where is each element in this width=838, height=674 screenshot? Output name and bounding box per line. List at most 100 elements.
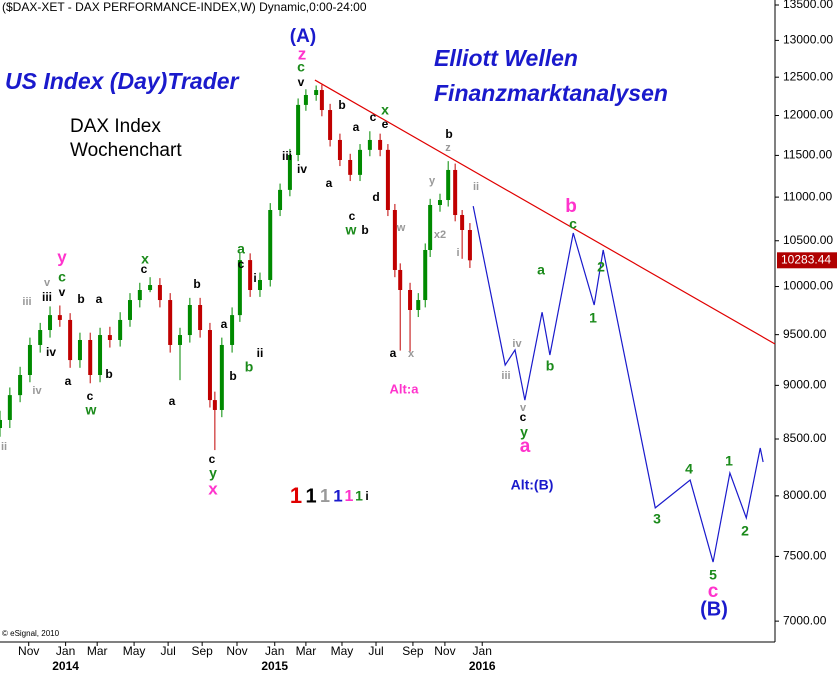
wave-label: a [520, 436, 531, 457]
wave-projection [472, 205, 764, 563]
candle-body [157, 285, 162, 301]
wave-label: i [253, 271, 256, 285]
wave-label: b [546, 358, 555, 374]
candle-body [367, 139, 372, 150]
degree-legend-item: 1 [290, 483, 302, 508]
candle-body [68, 319, 73, 361]
x-tick-label: Jan [473, 644, 492, 658]
wave-label: ii [1, 441, 7, 453]
candle-body [107, 335, 112, 340]
candle-body [467, 230, 472, 261]
candle-body [460, 215, 465, 231]
heading: Elliott Wellen [434, 45, 578, 71]
wave-label: 4 [685, 461, 693, 477]
y-tick-label: 11500.00 [783, 148, 832, 162]
candle-body [278, 189, 283, 210]
x-tick-label: Sep [402, 644, 424, 658]
wave-label: b [361, 223, 368, 237]
candle-body [392, 209, 397, 270]
x-tick-label: Jan [56, 644, 75, 658]
x-tick-label: May [123, 644, 146, 658]
wave-label: c [209, 452, 216, 466]
wave-label: d [372, 190, 379, 204]
candle-body [198, 304, 203, 331]
candle-body [268, 209, 273, 280]
candle-body [7, 395, 12, 420]
wave-label: Alt:(B) [511, 477, 554, 493]
wave-label: a [169, 394, 176, 408]
wave-label: a [326, 176, 333, 190]
x-tick-label: Jul [160, 644, 175, 658]
wave-label: y [57, 247, 67, 266]
wave-label: 2 [597, 259, 605, 275]
degree-legend-item: i [365, 489, 368, 503]
candle-body [178, 335, 183, 345]
year-label: 2014 [52, 659, 79, 673]
candle-body [219, 344, 224, 410]
wave-label: b [338, 98, 345, 112]
candle-body [168, 300, 173, 345]
wave-label: y [429, 175, 436, 187]
candle-body [18, 375, 23, 396]
wave-label: v [59, 285, 66, 299]
candle-body [248, 260, 253, 291]
x-tick-label: Nov [18, 644, 39, 658]
wave-label: y [520, 424, 528, 440]
y-tick-label: 13500.00 [783, 0, 833, 11]
candle-body [77, 339, 82, 361]
candle-body [137, 290, 142, 301]
y-tick-label: 8000.00 [783, 488, 827, 502]
wave-label: z [298, 44, 307, 63]
wave-label: iv [32, 385, 42, 397]
candle-body [98, 335, 103, 376]
wave-label: 1 [725, 453, 733, 469]
degree-legend-item: 1 [333, 486, 342, 505]
wave-label: a [237, 241, 245, 257]
y-tick-label: 7500.00 [783, 549, 827, 563]
wave-label: z [445, 142, 451, 154]
wave-label: w [345, 222, 357, 238]
wave-label: iii [501, 370, 510, 382]
wave-label: 3 [653, 511, 661, 527]
wave-label: c [708, 581, 719, 602]
y-tick-label: 13000.00 [783, 33, 833, 47]
candle-body [328, 110, 333, 140]
wave-label: iii [42, 290, 52, 304]
candle-body [453, 169, 458, 216]
wave-label: iii [282, 149, 292, 163]
wave-label: a [96, 292, 103, 306]
wave-label: x [208, 479, 218, 498]
chart-label: DAX Index [70, 116, 161, 137]
candle-body [237, 260, 242, 316]
candle-body [385, 149, 390, 210]
candle-body [118, 319, 123, 340]
wave-label: v [520, 402, 527, 414]
wave-label: ii [257, 346, 264, 360]
wave-label: 5 [709, 567, 717, 583]
candle-body [319, 90, 324, 111]
chart-label: Wochenchart [70, 140, 182, 161]
candle-body [303, 94, 308, 105]
candle-body [0, 419, 2, 429]
wave-label: b [193, 277, 200, 291]
candle-body [358, 149, 363, 175]
wave-label: Alt:a [390, 381, 420, 396]
candle-body [212, 400, 217, 410]
wave-label: c [297, 59, 305, 75]
banner: US Index (Day)Trader [5, 68, 240, 94]
wave-label: b [245, 359, 254, 375]
candle-body [127, 300, 132, 320]
candle-body [148, 285, 153, 291]
wave-label: a [353, 120, 360, 134]
wave-label: ii [473, 181, 479, 193]
wave-label: a [65, 374, 72, 388]
y-tick-label: 10000.00 [783, 279, 833, 293]
wave-label: y [209, 465, 217, 481]
candle-body [207, 330, 212, 401]
year-label: 2016 [469, 659, 496, 673]
candle-body [446, 169, 451, 201]
wave-label: iii [22, 296, 31, 308]
wave-label: a [537, 262, 545, 278]
candle-body [27, 344, 32, 376]
